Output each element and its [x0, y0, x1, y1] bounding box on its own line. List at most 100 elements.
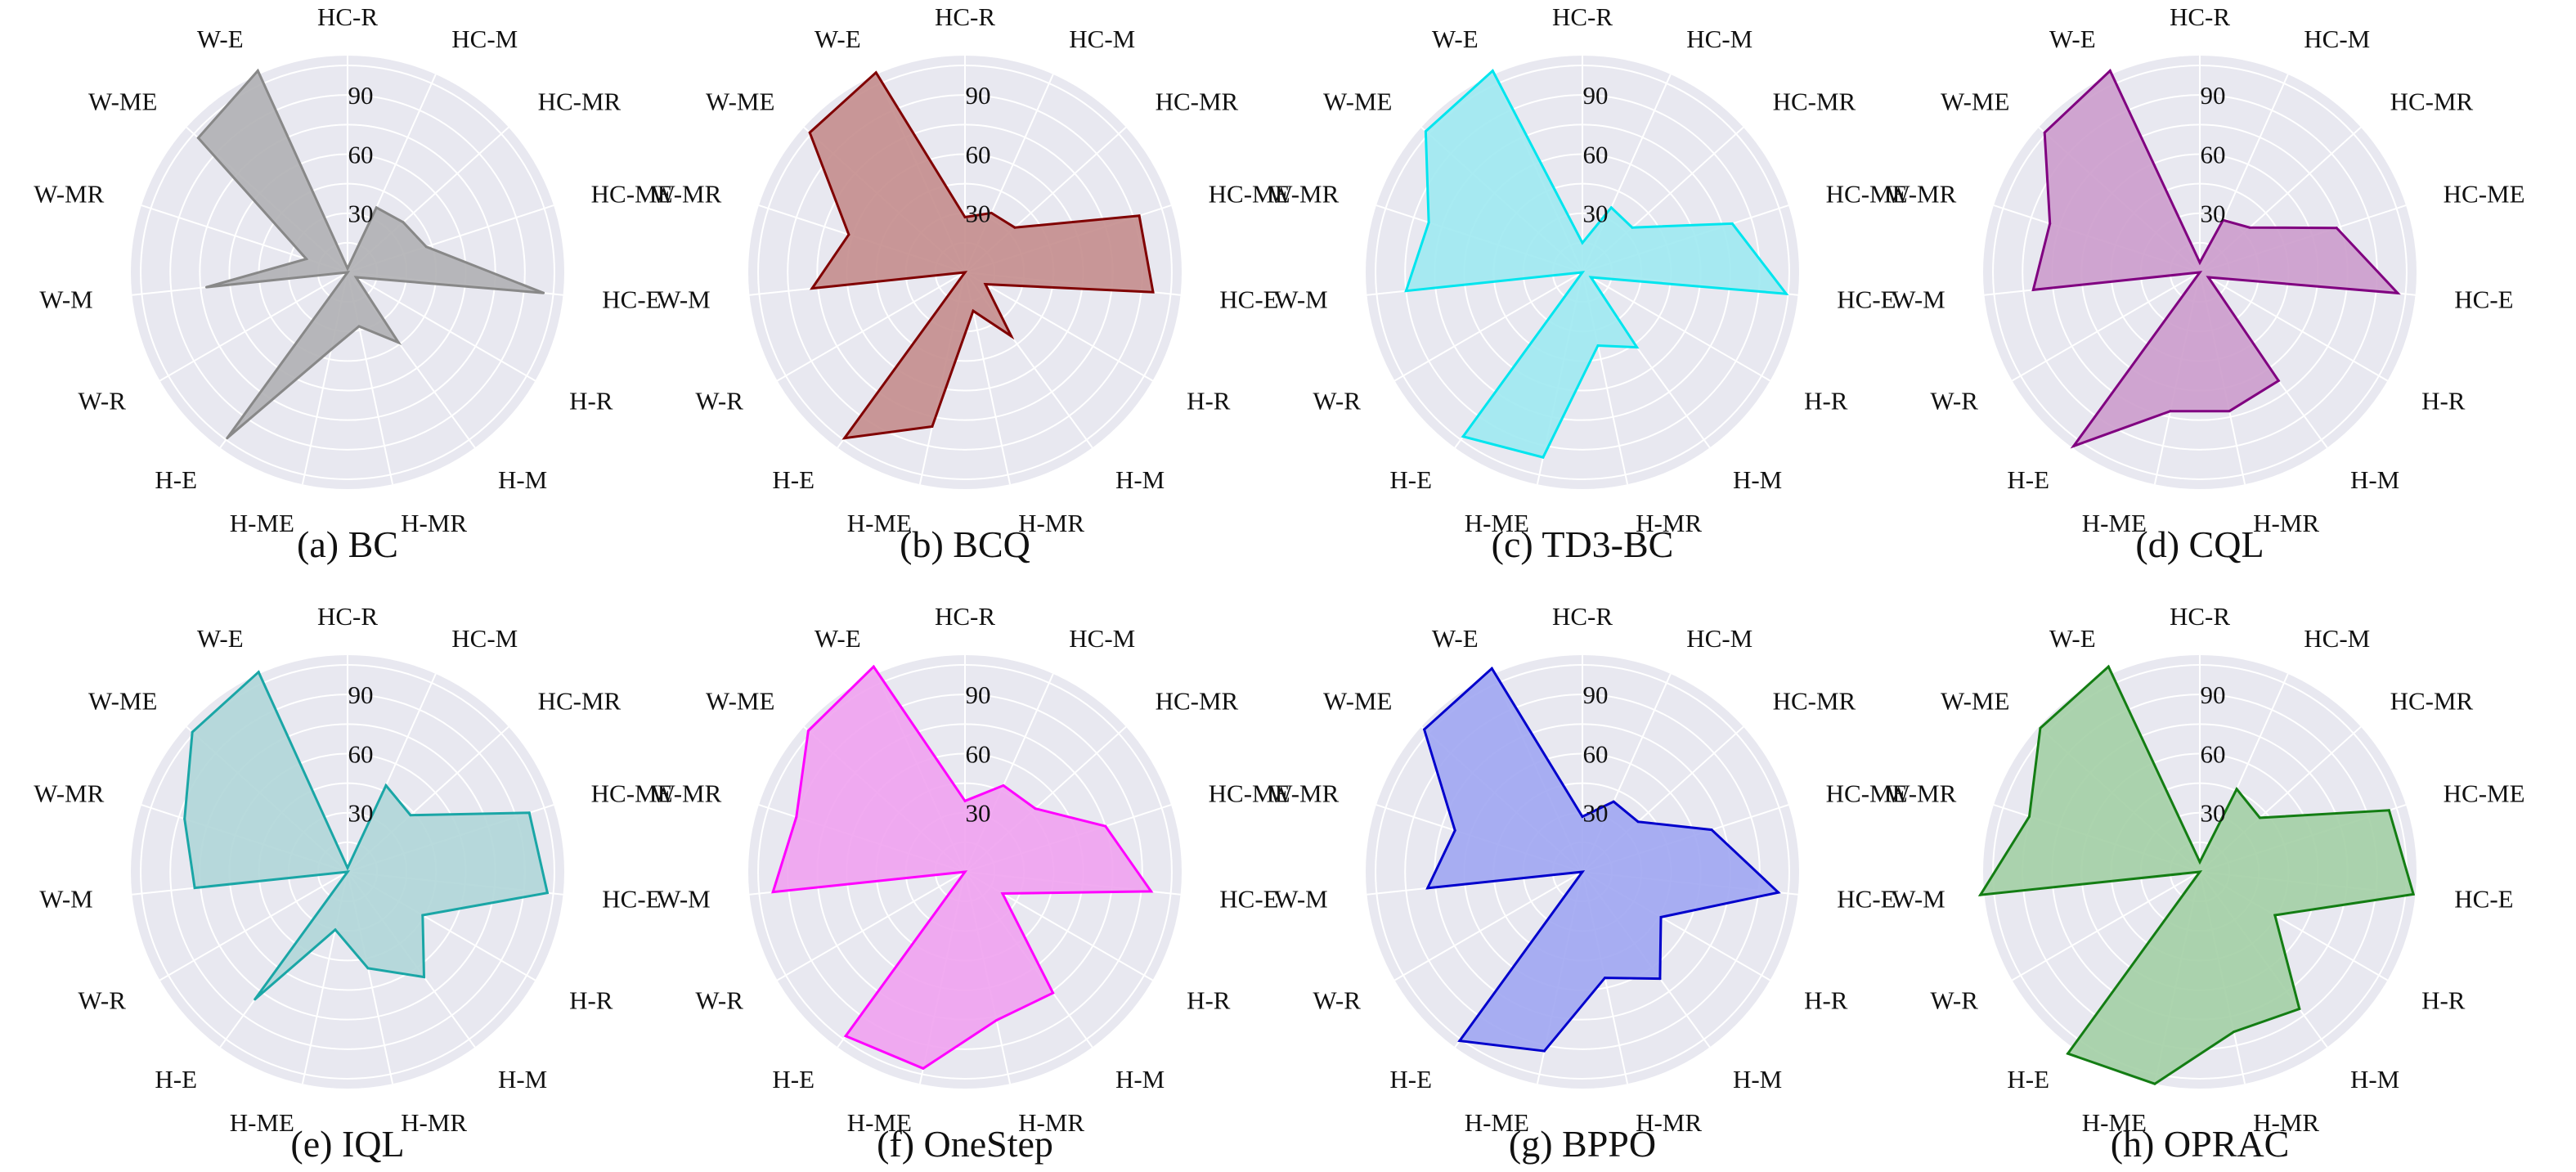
axis-label-w-e: W-E — [2049, 624, 2096, 653]
tick-label-60: 60 — [348, 739, 374, 768]
tick-label-90: 90 — [348, 680, 374, 709]
data-point-w-mr — [305, 258, 308, 261]
radar-panel-1: 30 60 90 HC-R HC-M HC-MR HC-ME HC-E H-R H-M H-MR H-… — [34, 2, 672, 565]
axis-label-h-r: H-R — [569, 986, 613, 1015]
data-point-w-mr — [2028, 815, 2031, 818]
data-point-w-me — [196, 137, 200, 140]
axis-label-h-e: H-E — [1389, 1065, 1432, 1093]
axis-label-h-e: H-E — [155, 465, 197, 494]
grid-spoke — [777, 272, 966, 382]
axis-label-h-m: H-M — [2350, 465, 2399, 494]
series-polygon — [1422, 666, 1781, 1053]
radar-panel-6: 30 60 90 HC-R HC-M HC-MR HC-ME HC-E H-R H-M H-MR H-… — [651, 602, 1290, 1165]
data-point-w-me — [2039, 726, 2042, 730]
axis-label-w-mr: W-MR — [1268, 179, 1339, 208]
panel-caption: (f) OneStep — [877, 1123, 1053, 1165]
data-point-h-m — [1658, 977, 1662, 981]
data-point-w-e — [257, 671, 260, 674]
axis-label-h-m: H-M — [1115, 465, 1165, 494]
axis-label-hc-mr: HC-MR — [1156, 88, 1239, 116]
data-point-h-e — [2072, 444, 2076, 447]
data-point-w-e — [1491, 70, 1494, 73]
data-point-w-r — [2198, 271, 2201, 274]
axis-label-h-r: H-R — [2421, 387, 2466, 415]
axis-label-w-e: W-E — [2049, 25, 2096, 53]
data-point-h-r — [421, 914, 424, 917]
axis-label-w-m: W-M — [657, 885, 710, 914]
axis-label-w-me: W-ME — [1941, 88, 2009, 116]
data-point-w-m — [1426, 887, 1429, 890]
data-point-w-m — [1979, 893, 1982, 896]
data-point-h-r — [1659, 915, 1663, 918]
data-point-h-me — [1542, 1049, 1546, 1053]
panel-caption: (g) BPPO — [1509, 1123, 1656, 1165]
axis-label-w-e: W-E — [1432, 624, 1479, 653]
data-point-h-m — [2298, 1008, 2301, 1011]
axis-label-w-r: W-R — [1930, 986, 1978, 1015]
axis-label-hc-e: HC-E — [1837, 885, 1896, 914]
axis-label-h-me: H-ME — [1465, 509, 1529, 537]
data-point-w-e — [256, 70, 259, 73]
tick-label-60: 60 — [1583, 140, 1609, 168]
axis-label-w-r: W-R — [78, 986, 126, 1015]
axis-label-h-mr: H-MR — [2253, 1108, 2319, 1137]
axis-label-w-me: W-ME — [706, 88, 774, 116]
series-polygon — [808, 70, 1155, 440]
data-point-w-mr — [2049, 222, 2052, 225]
grid-spoke — [1582, 272, 1770, 382]
axis-label-h-me: H-ME — [2082, 1108, 2147, 1137]
axis-label-w-e: W-E — [197, 25, 244, 53]
axis-label-w-me: W-ME — [88, 687, 157, 716]
axis-label-h-mr: H-MR — [1018, 1108, 1084, 1137]
axis-label-hc-r: HC-R — [2170, 2, 2230, 31]
axis-label-h-me: H-ME — [1465, 1108, 1529, 1137]
axis-label-hc-m: HC-M — [1686, 25, 1752, 53]
axis-label-hc-e: HC-E — [1219, 285, 1278, 314]
data-point-h-r — [2206, 276, 2210, 279]
grid-spoke — [1394, 871, 1583, 981]
axis-label-h-e: H-E — [2007, 1065, 2049, 1093]
data-point-hc-me — [1104, 824, 1107, 828]
tick-label-90: 90 — [2201, 81, 2226, 110]
grid-spoke — [2199, 272, 2388, 382]
data-point-h-mr — [1604, 977, 1607, 980]
data-point-hc-r — [963, 799, 967, 802]
tick-label-30: 30 — [966, 200, 991, 228]
axis-label-hc-m: HC-M — [2304, 624, 2370, 653]
data-point-w-m — [810, 287, 814, 290]
axis-label-hc-e: HC-E — [602, 285, 661, 314]
data-point-h-r — [984, 282, 987, 285]
grid-spoke — [347, 272, 536, 382]
axis-label-hc-mr: HC-MR — [1773, 88, 1856, 116]
grid-spoke — [777, 871, 966, 981]
axis-label-h-me: H-ME — [847, 1108, 912, 1137]
data-point-w-mr — [847, 233, 850, 236]
axis-label-h-e: H-E — [2007, 465, 2049, 494]
axis-label-h-m: H-M — [2350, 1065, 2399, 1093]
tick-label-30: 30 — [348, 200, 374, 228]
data-point-w-me — [2043, 131, 2046, 134]
data-point-w-r — [346, 271, 349, 274]
axis-label-w-mr: W-MR — [651, 179, 721, 208]
data-point-hc-mr — [1636, 820, 1640, 824]
axis-label-h-m: H-M — [1733, 1065, 1782, 1093]
axis-label-hc-me: HC-ME — [1826, 779, 1908, 807]
radar-panel-5: 30 60 90 HC-R HC-M HC-MR HC-ME HC-E H-R H-M H-MR H-… — [34, 602, 672, 1165]
data-point-hc-r — [1581, 815, 1584, 819]
axis-label-hc-r: HC-R — [935, 2, 995, 31]
data-point-h-me — [2169, 410, 2172, 413]
data-point-hc-m — [1002, 784, 1005, 787]
panel-caption: (b) BCQ — [900, 523, 1030, 565]
data-point-w-r — [963, 271, 967, 274]
data-point-hc-m — [384, 784, 388, 787]
axis-label-hc-e: HC-E — [2454, 285, 2513, 314]
axis-label-hc-me: HC-ME — [591, 179, 673, 208]
axis-label-hc-mr: HC-MR — [2390, 687, 2474, 716]
axis-label-w-r: W-R — [1313, 387, 1361, 415]
axis-label-hc-e: HC-E — [2454, 885, 2513, 914]
data-point-hc-me — [1710, 828, 1713, 832]
data-point-w-r — [1581, 870, 1584, 873]
data-point-h-me — [922, 1066, 925, 1070]
axis-label-hc-me: HC-ME — [1209, 179, 1290, 208]
